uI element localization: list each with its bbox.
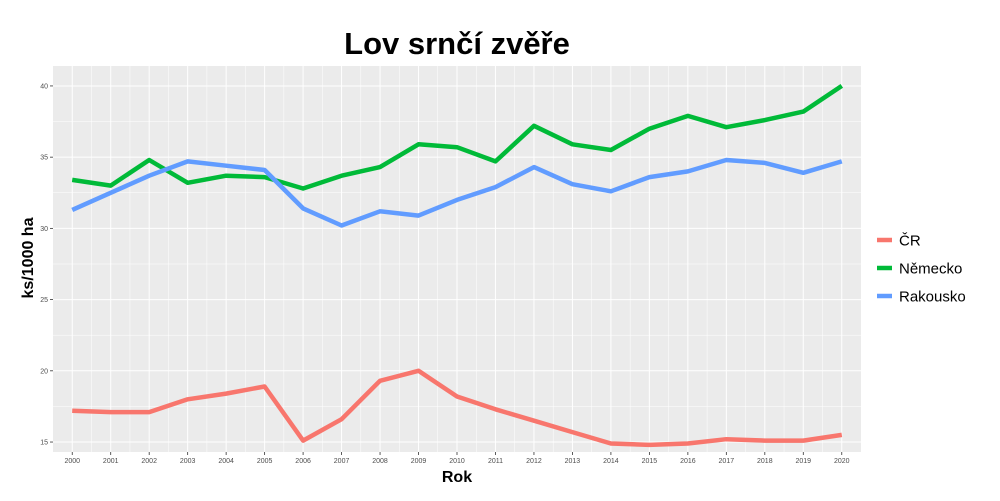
x-tick-label: 2003 — [180, 458, 196, 465]
y-tick-label: 25 — [40, 297, 48, 304]
y-tick-label: 35 — [40, 155, 48, 162]
grid-lines — [53, 66, 861, 452]
y-axis-title: ks/1000 ha — [20, 217, 37, 298]
x-tick-label: 2004 — [218, 458, 234, 465]
y-tick-label: 20 — [40, 368, 48, 375]
x-tick-label: 2017 — [719, 458, 735, 465]
x-tick-label: 2020 — [834, 458, 850, 465]
x-tick-label: 2009 — [411, 458, 427, 465]
x-tick-label: 2011 — [488, 458, 503, 465]
x-tick-label: 2000 — [64, 458, 80, 465]
x-tick-label: 2015 — [642, 458, 658, 465]
x-tick-label: 2007 — [334, 458, 350, 465]
chart-title: Lov srnčí zvěře — [344, 26, 570, 61]
y-tick-label: 15 — [40, 440, 48, 447]
x-tick-label: 2018 — [757, 458, 773, 465]
x-tick-label: 2013 — [565, 458, 581, 465]
x-tick-label: 2016 — [680, 458, 696, 465]
y-tick-label: 30 — [40, 226, 48, 233]
x-tick-label: 2012 — [526, 458, 542, 465]
x-axis-ticks: 2000 2001 2002 2003 2004 2005 2006 2007 2008 2009… — [64, 452, 850, 465]
legend-label: Německo — [899, 261, 962, 278]
series-line-rakousko — [71, 157, 843, 228]
x-tick-label: 2019 — [795, 458, 811, 465]
series-line-čr — [72, 368, 843, 448]
x-tick-label: 2010 — [449, 458, 465, 465]
legend-label: Rakousko — [899, 289, 966, 306]
series-line-německo — [71, 84, 844, 191]
x-tick-label: 2014 — [603, 458, 619, 465]
x-tick-label: 2006 — [295, 458, 311, 465]
legend: ČR Německo Rakousko — [877, 233, 966, 306]
x-tick-label: 2008 — [372, 458, 388, 465]
legend-label: ČR — [899, 233, 921, 250]
x-tick-label: 2001 — [103, 458, 119, 465]
y-tick-label: 40 — [40, 83, 48, 90]
x-axis-title: Rok — [442, 469, 472, 486]
x-tick-label: 2002 — [141, 458, 157, 465]
x-tick-label: 2005 — [257, 458, 273, 465]
y-axis-ticks: 15 20 25 30 35 40 — [40, 83, 53, 447]
series-lines — [71, 84, 844, 448]
